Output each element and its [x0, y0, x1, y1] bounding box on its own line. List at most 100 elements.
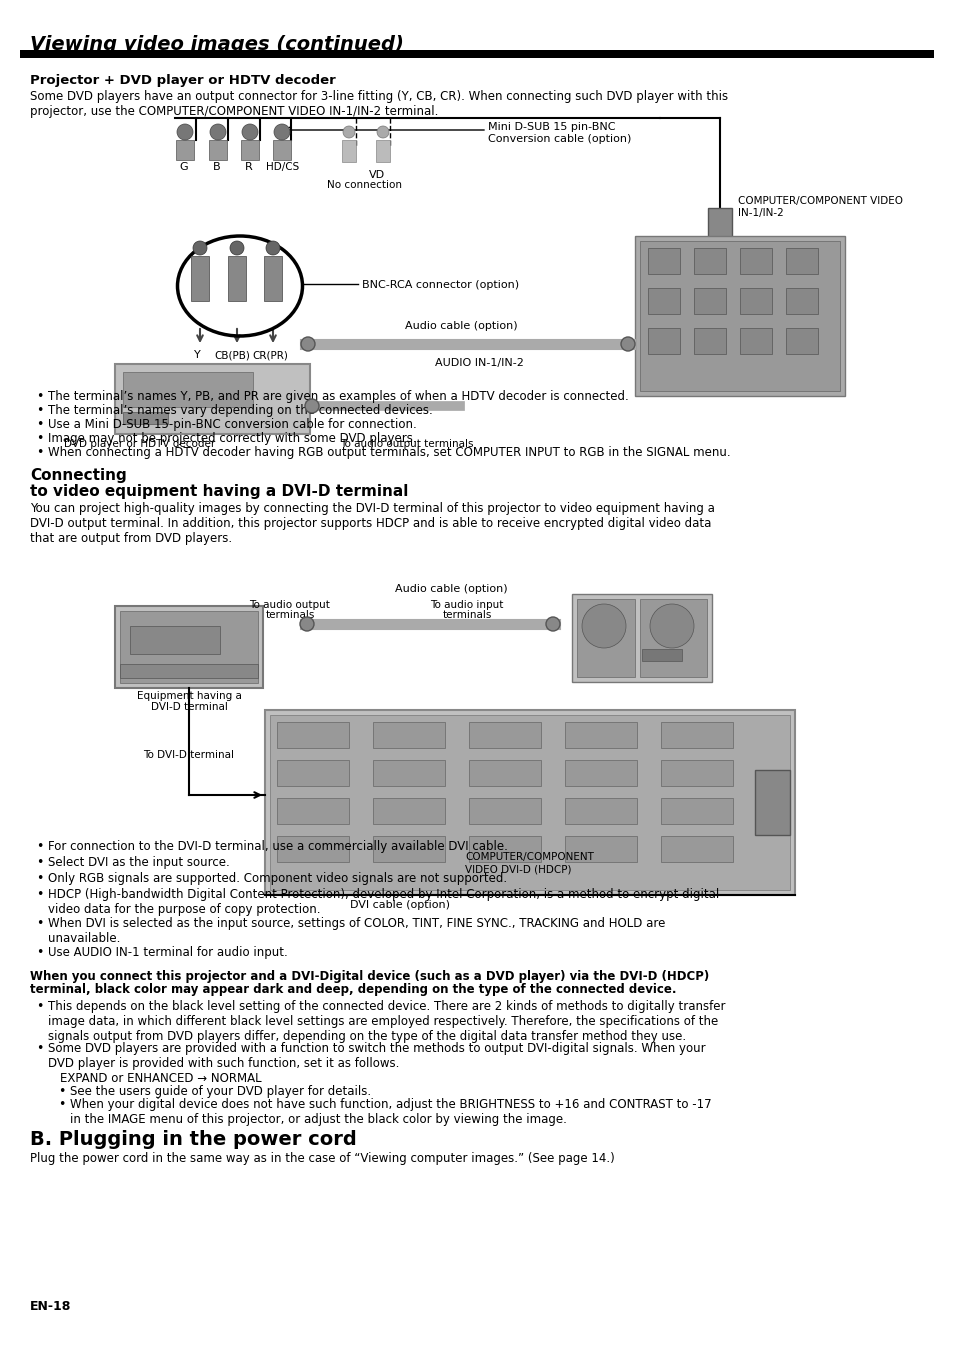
Text: COMPUTER/COMPONENT: COMPUTER/COMPONENT: [464, 852, 594, 862]
Text: Conversion cable (option): Conversion cable (option): [488, 134, 631, 145]
Text: HDCP (High-bandwidth Digital Content Protection), developed by Intel Corporation: HDCP (High-bandwidth Digital Content Pro…: [48, 888, 719, 916]
Bar: [115, 363, 310, 434]
Text: CR(PR): CR(PR): [252, 350, 288, 359]
Circle shape: [242, 124, 257, 141]
Text: To DVI-D terminal: To DVI-D terminal: [143, 750, 234, 761]
Bar: [120, 663, 257, 678]
Text: When you connect this projector and a DVI-Digital device (such as a DVD player) : When you connect this projector and a DV…: [30, 970, 708, 984]
Bar: [647, 288, 679, 313]
Bar: [373, 798, 444, 824]
Bar: [123, 372, 253, 407]
Bar: [740, 249, 771, 274]
Text: HD/CS: HD/CS: [266, 162, 299, 172]
Circle shape: [266, 240, 280, 255]
Bar: [469, 761, 540, 786]
Bar: [115, 607, 263, 688]
Circle shape: [193, 240, 207, 255]
Text: •: •: [36, 871, 43, 885]
Bar: [693, 288, 725, 313]
Text: When connecting a HDTV decoder having RGB output terminals, set COMPUTER INPUT t: When connecting a HDTV decoder having RG…: [48, 446, 730, 459]
Text: The terminal’s names Y, PB, and PR are given as examples of when a HDTV decoder : The terminal’s names Y, PB, and PR are g…: [48, 390, 628, 403]
Text: R: R: [245, 162, 253, 172]
Bar: [635, 236, 844, 396]
Text: Some DVD players are provided with a function to switch the methods to output DV: Some DVD players are provided with a fun…: [48, 1042, 705, 1070]
Bar: [754, 770, 789, 835]
Bar: [175, 141, 193, 159]
Bar: [469, 836, 540, 862]
Bar: [373, 761, 444, 786]
Bar: [564, 761, 637, 786]
Text: To audio input: To audio input: [430, 600, 503, 611]
Text: AUDIO IN-1/IN-2: AUDIO IN-1/IN-2: [435, 358, 523, 367]
Bar: [564, 798, 637, 824]
Bar: [191, 255, 209, 301]
Circle shape: [343, 126, 355, 138]
Text: BNC-RCA connector (option): BNC-RCA connector (option): [361, 280, 518, 290]
Bar: [564, 836, 637, 862]
Circle shape: [230, 240, 244, 255]
Text: Mini D-SUB 15 pin-BNC: Mini D-SUB 15 pin-BNC: [488, 122, 615, 132]
Text: Equipment having a: Equipment having a: [136, 690, 241, 701]
Circle shape: [177, 124, 193, 141]
Text: •: •: [36, 446, 43, 459]
Bar: [341, 141, 355, 162]
Text: No connection: No connection: [327, 180, 402, 190]
Bar: [273, 141, 291, 159]
Text: Only RGB signals are supported. Component video signals are not supported.: Only RGB signals are supported. Componen…: [48, 871, 507, 885]
Bar: [469, 721, 540, 748]
Text: •: •: [58, 1085, 66, 1098]
Text: terminals: terminals: [442, 611, 491, 620]
Bar: [276, 836, 349, 862]
Text: •: •: [36, 888, 43, 901]
Bar: [740, 328, 771, 354]
Text: EXPAND or ENHANCED → NORMAL: EXPAND or ENHANCED → NORMAL: [60, 1071, 261, 1085]
Bar: [647, 328, 679, 354]
Circle shape: [649, 604, 693, 648]
Text: VD: VD: [369, 170, 385, 180]
Text: This depends on the black level setting of the connected device. There are 2 kin: This depends on the black level setting …: [48, 1000, 724, 1043]
Text: Use a Mini D-SUB 15-pin-BNC conversion cable for connection.: Use a Mini D-SUB 15-pin-BNC conversion c…: [48, 417, 416, 431]
Bar: [740, 288, 771, 313]
Text: to video equipment having a DVI-D terminal: to video equipment having a DVI-D termin…: [30, 484, 408, 499]
Text: Select DVI as the input source.: Select DVI as the input source.: [48, 857, 230, 869]
Text: B: B: [213, 162, 220, 172]
Bar: [228, 255, 246, 301]
Text: B. Plugging in the power cord: B. Plugging in the power cord: [30, 1129, 356, 1148]
Text: Plug the power cord in the same way as in the case of “Viewing computer images.”: Plug the power cord in the same way as i…: [30, 1152, 614, 1165]
Text: CB(PB): CB(PB): [213, 350, 250, 359]
Bar: [241, 141, 258, 159]
Bar: [641, 648, 681, 661]
Bar: [123, 412, 168, 424]
Bar: [20, 50, 933, 58]
Bar: [373, 836, 444, 862]
Text: Y: Y: [193, 350, 200, 359]
Text: •: •: [36, 404, 43, 417]
Circle shape: [210, 124, 226, 141]
Circle shape: [620, 336, 635, 351]
Text: terminal, black color may appear dark and deep, depending on the type of the con: terminal, black color may appear dark an…: [30, 984, 676, 996]
Text: •: •: [36, 917, 43, 929]
Text: See the users guide of your DVD player for details.: See the users guide of your DVD player f…: [70, 1085, 371, 1098]
Text: DVD player or HDTV decoder: DVD player or HDTV decoder: [64, 439, 215, 449]
Bar: [693, 249, 725, 274]
Bar: [373, 721, 444, 748]
Bar: [660, 761, 732, 786]
Bar: [647, 249, 679, 274]
Text: To audio output: To audio output: [250, 600, 330, 611]
Text: •: •: [36, 946, 43, 959]
Text: Connecting: Connecting: [30, 467, 127, 484]
Bar: [270, 715, 789, 890]
Text: Some DVD players have an output connector for 3-line fitting (Y, CB, CR). When c: Some DVD players have an output connecto…: [30, 91, 727, 118]
Text: Use AUDIO IN-1 terminal for audio input.: Use AUDIO IN-1 terminal for audio input.: [48, 946, 288, 959]
Text: G: G: [179, 162, 188, 172]
Text: Audio cable (option): Audio cable (option): [405, 322, 517, 331]
Bar: [276, 761, 349, 786]
Bar: [785, 288, 817, 313]
Text: Image may not be projected correctly with some DVD players.: Image may not be projected correctly wit…: [48, 432, 416, 444]
Bar: [276, 798, 349, 824]
Circle shape: [305, 399, 318, 413]
Bar: [660, 721, 732, 748]
Text: DVI cable (option): DVI cable (option): [350, 900, 450, 911]
Circle shape: [581, 604, 625, 648]
Text: For connection to the DVI-D terminal, use a commercially available DVI cable.: For connection to the DVI-D terminal, us…: [48, 840, 507, 852]
